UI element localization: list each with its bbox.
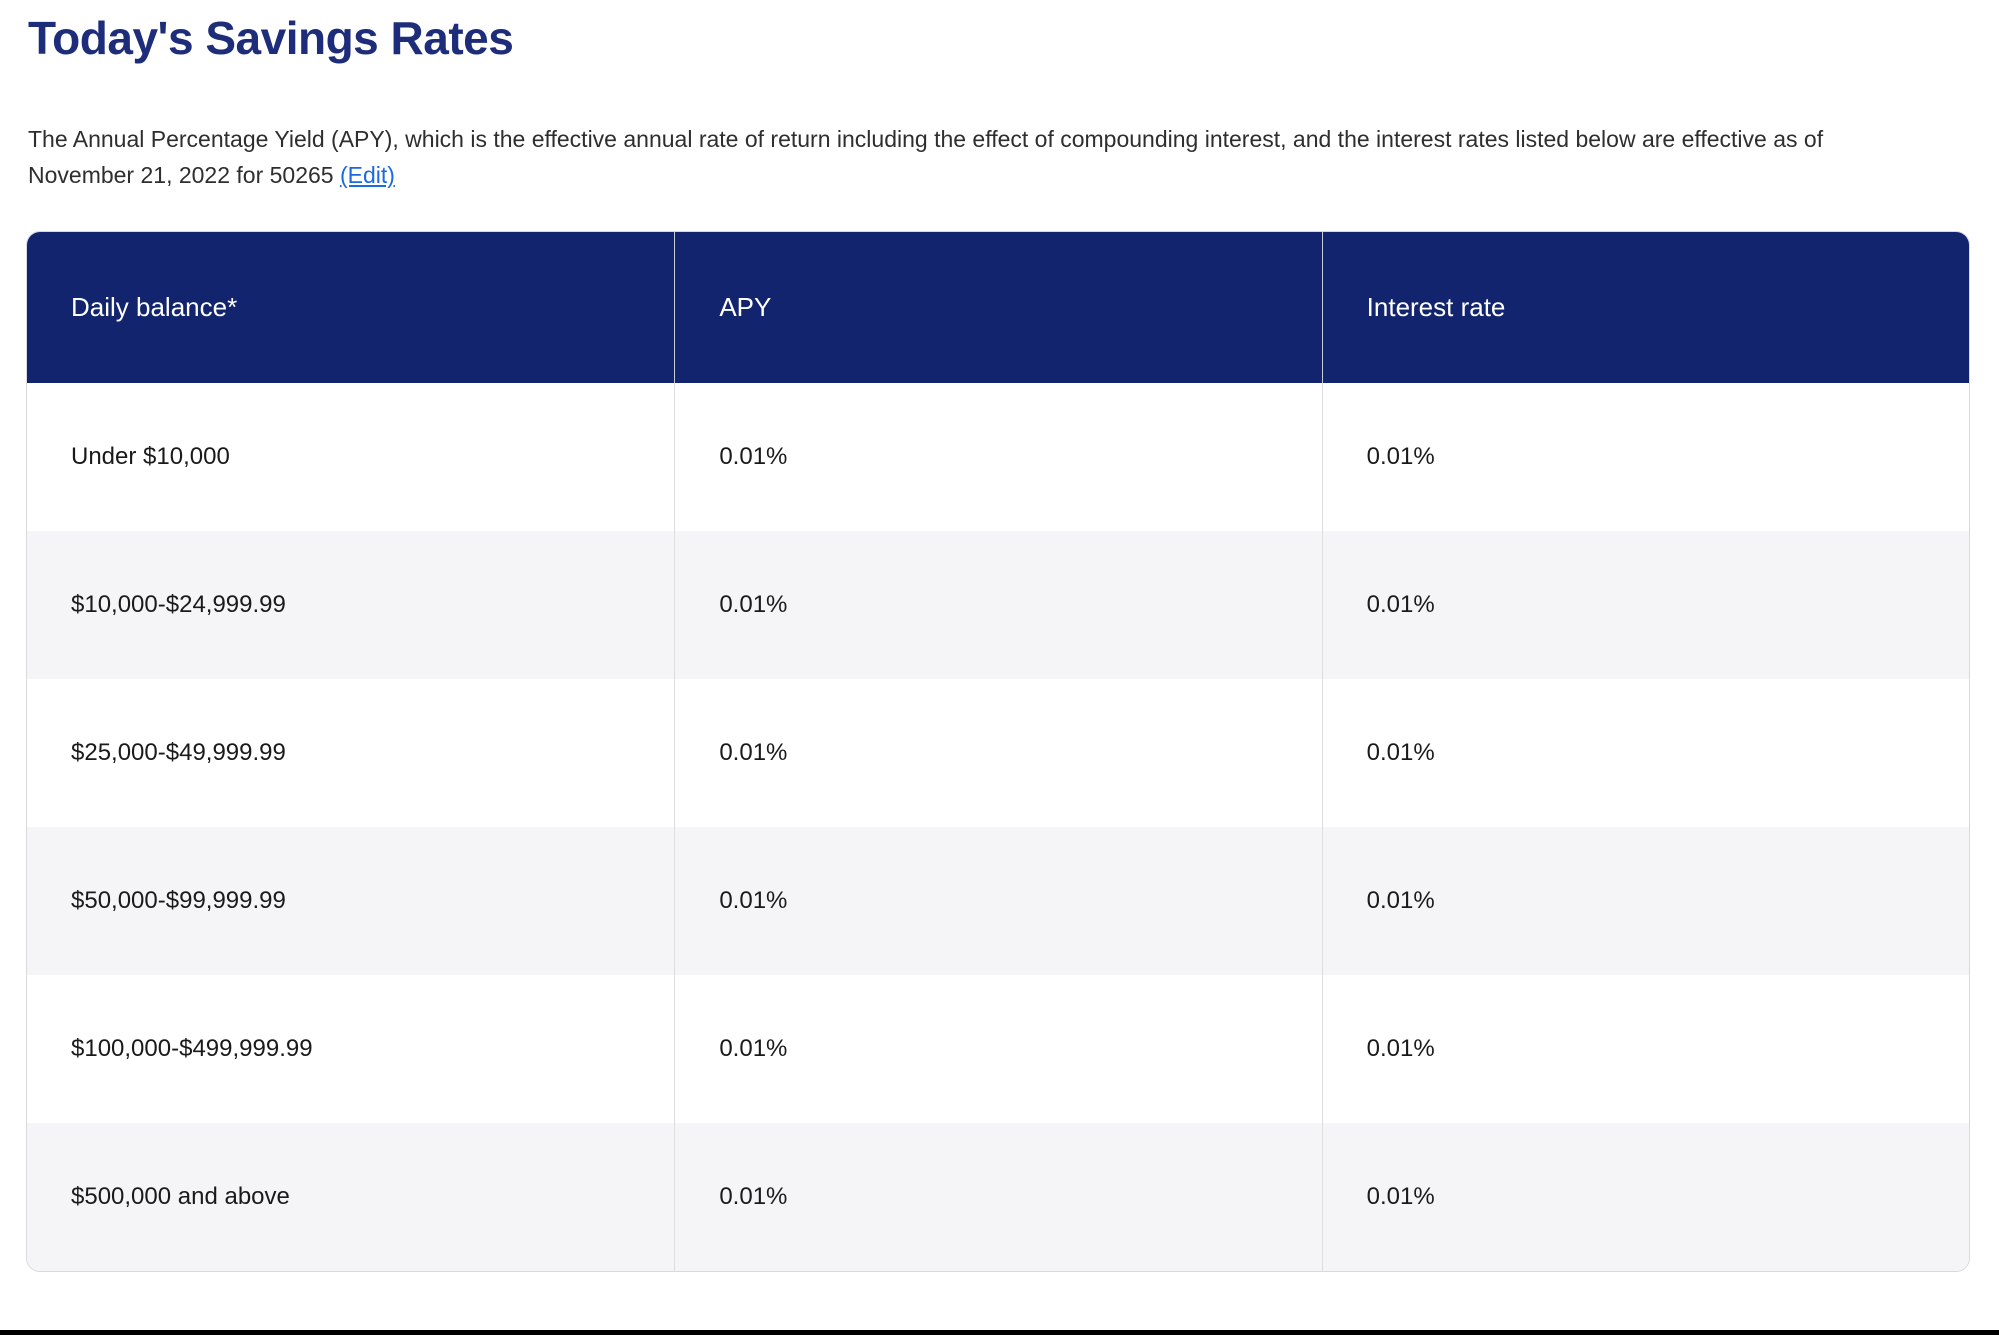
column-header-interest-rate: Interest rate <box>1321 232 1969 383</box>
apy-cell: 0.01% <box>674 1123 1321 1271</box>
intro-text-body: The Annual Percentage Yield (APY), which… <box>28 126 1824 188</box>
table-row: $10,000-$24,999.99 0.01% 0.01% <box>27 531 1969 679</box>
table-row: $25,000-$49,999.99 0.01% 0.01% <box>27 679 1969 827</box>
interest-rate-cell: 0.01% <box>1321 827 1969 975</box>
apy-cell: 0.01% <box>674 827 1321 975</box>
table-row: $100,000-$499,999.99 0.01% 0.01% <box>27 975 1969 1123</box>
interest-rate-cell: 0.01% <box>1321 383 1969 531</box>
interest-rate-cell: 0.01% <box>1321 1123 1969 1271</box>
table-row: Under $10,000 0.01% 0.01% <box>27 383 1969 531</box>
balance-cell: $10,000-$24,999.99 <box>71 591 286 618</box>
apy-cell: 0.01% <box>674 679 1321 827</box>
rates-table: Daily balance* APY Interest rate Under $… <box>26 231 1970 1272</box>
interest-rate-cell: 0.01% <box>1321 975 1969 1123</box>
interest-rate-cell: 0.01% <box>1321 531 1969 679</box>
balance-cell: $500,000 and above <box>71 1183 290 1210</box>
balance-cell: $100,000-$499,999.99 <box>71 1035 313 1062</box>
table-row: $500,000 and above 0.01% 0.01% <box>27 1123 1969 1271</box>
column-header-apy: APY <box>674 232 1321 383</box>
apy-cell: 0.01% <box>674 383 1321 531</box>
column-header-daily-balance: Daily balance* <box>71 292 238 322</box>
balance-cell: $25,000-$49,999.99 <box>71 739 286 766</box>
intro-text: The Annual Percentage Yield (APY), which… <box>28 121 1908 193</box>
edit-link[interactable]: (Edit) <box>339 162 395 188</box>
apy-cell: 0.01% <box>674 975 1321 1123</box>
page-content: Today's Savings Rates The Annual Percent… <box>26 12 1970 1272</box>
rates-table-header-row: Daily balance* APY Interest rate <box>27 232 1969 383</box>
apy-cell: 0.01% <box>674 531 1321 679</box>
bottom-divider-bar <box>0 1330 1999 1335</box>
interest-rate-cell: 0.01% <box>1321 679 1969 827</box>
balance-cell: Under $10,000 <box>71 443 230 470</box>
page-title: Today's Savings Rates <box>28 12 514 64</box>
balance-cell: $50,000-$99,999.99 <box>71 887 286 914</box>
table-row: $50,000-$99,999.99 0.01% 0.01% <box>27 827 1969 975</box>
